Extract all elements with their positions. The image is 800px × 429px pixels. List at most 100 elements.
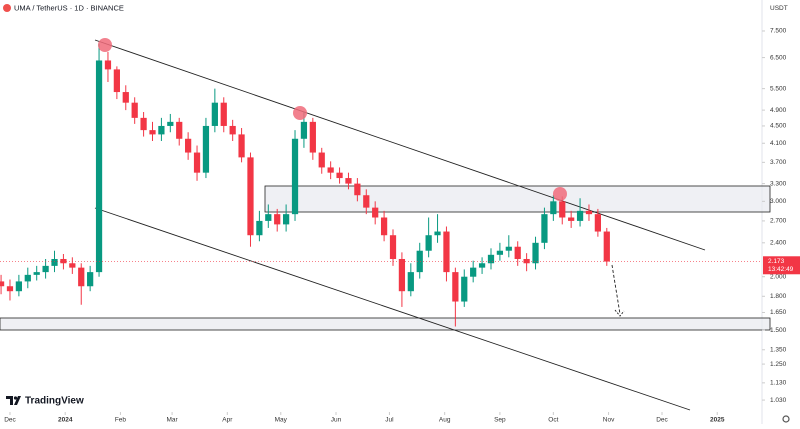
candle-body bbox=[576, 210, 584, 221]
candle-body bbox=[336, 172, 343, 179]
candle-body bbox=[69, 263, 76, 268]
candle-body bbox=[282, 214, 290, 225]
x-tick-label: 2024 bbox=[58, 417, 73, 424]
chart-title: UMA / TetherUS · 1D · BINANCE bbox=[14, 3, 124, 12]
candle-body bbox=[238, 134, 245, 158]
y-tick-label: 1.030 bbox=[770, 397, 787, 404]
y-tick-label: 2.700 bbox=[770, 218, 787, 225]
candle-body bbox=[176, 121, 183, 139]
candle-body bbox=[585, 210, 593, 215]
candle-body bbox=[452, 272, 459, 302]
candle-body bbox=[354, 183, 361, 196]
candle-body bbox=[220, 102, 227, 126]
candle-body bbox=[265, 214, 272, 221]
candle-body bbox=[0, 281, 5, 287]
touch-point bbox=[293, 106, 307, 120]
logo-icon-dot bbox=[13, 396, 18, 400]
x-tick-label: Jul bbox=[385, 417, 394, 424]
candle-body bbox=[95, 60, 103, 273]
candle-body bbox=[550, 201, 557, 215]
candle-body bbox=[532, 242, 539, 264]
settings-icon[interactable] bbox=[782, 415, 790, 423]
candle-body bbox=[131, 102, 138, 118]
logo-text: TradingView bbox=[25, 396, 84, 407]
candle-body bbox=[33, 272, 40, 275]
candle-body bbox=[541, 214, 548, 243]
y-tick-label: 1.650 bbox=[770, 309, 787, 316]
x-tick-label: Aug bbox=[439, 417, 451, 424]
candle-body bbox=[487, 254, 495, 264]
candle-body bbox=[363, 195, 370, 208]
y-tick-label: 1.800 bbox=[770, 293, 787, 300]
candle-body bbox=[185, 138, 192, 153]
candle-body bbox=[51, 258, 58, 266]
candle-body bbox=[345, 178, 352, 184]
candle-body bbox=[478, 263, 486, 268]
candle-body bbox=[202, 125, 210, 173]
y-tick-label: 1.500 bbox=[770, 327, 787, 334]
candle-body bbox=[104, 60, 112, 70]
support-zone bbox=[0, 317, 771, 331]
y-tick-label: 7.500 bbox=[770, 28, 787, 35]
candle-body bbox=[443, 231, 450, 273]
countdown-label: 13:42:49 bbox=[768, 266, 794, 273]
candle-body bbox=[193, 152, 201, 173]
candle-body bbox=[398, 258, 406, 292]
logo-icon bbox=[6, 396, 21, 405]
touch-point bbox=[553, 187, 567, 201]
candle-body bbox=[300, 121, 308, 139]
x-tick-label: Jun bbox=[331, 417, 342, 424]
x-tick-label: May bbox=[275, 417, 288, 424]
y-tick-label: 3.300 bbox=[770, 180, 787, 187]
x-tick-label: Sep bbox=[494, 417, 506, 424]
candle-body bbox=[24, 274, 31, 282]
y-tick-label: 6.500 bbox=[770, 54, 787, 61]
candle-body bbox=[514, 246, 521, 259]
candle-body bbox=[229, 125, 236, 135]
y-tick-label: 4.500 bbox=[770, 123, 787, 130]
candle-body bbox=[15, 281, 23, 292]
candle-body bbox=[372, 207, 379, 218]
candle-body bbox=[256, 220, 263, 236]
candle-body bbox=[274, 214, 281, 225]
channel-lower bbox=[94, 207, 691, 411]
candle-body bbox=[603, 231, 610, 262]
x-tick-label: Apr bbox=[222, 417, 233, 424]
y-tick-label: 2.400 bbox=[770, 240, 787, 247]
last-price-label: 2.173 bbox=[768, 258, 785, 265]
y-tick-label: 3.000 bbox=[770, 198, 787, 205]
candle-body bbox=[291, 138, 299, 215]
candle-body bbox=[505, 246, 512, 251]
symbol-icon bbox=[3, 4, 11, 12]
candle-body bbox=[122, 92, 129, 103]
arrow-head bbox=[614, 309, 625, 317]
candle-body bbox=[434, 231, 441, 236]
candle-body bbox=[327, 167, 334, 173]
candles bbox=[0, 43, 610, 327]
x-tick-label: Dec bbox=[656, 417, 668, 424]
x-tick-label: 2025 bbox=[710, 417, 725, 424]
y-tick-label: 1.350 bbox=[770, 346, 787, 353]
candle-body bbox=[470, 267, 477, 277]
x-tick-label: Nov bbox=[603, 417, 615, 424]
candle-body bbox=[594, 214, 601, 232]
y-tick-label: 3.700 bbox=[770, 159, 787, 166]
x-tick-label: Mar bbox=[166, 417, 178, 424]
candle-body bbox=[167, 121, 174, 126]
y-tick-label: 1.250 bbox=[770, 361, 787, 368]
channel-upper bbox=[94, 39, 706, 251]
candle-body bbox=[568, 217, 575, 221]
candle-body bbox=[523, 258, 530, 264]
candle-body bbox=[158, 125, 165, 135]
projection-arrow bbox=[611, 264, 621, 315]
candle-body bbox=[559, 201, 566, 218]
y-tick-label: 2.000 bbox=[770, 273, 787, 280]
y-tick-label: 5.500 bbox=[770, 85, 787, 92]
candle-body bbox=[78, 267, 85, 287]
candle-body bbox=[407, 272, 414, 292]
candle-body bbox=[87, 272, 94, 287]
candle-body bbox=[42, 265, 49, 273]
candle-body bbox=[318, 152, 325, 168]
